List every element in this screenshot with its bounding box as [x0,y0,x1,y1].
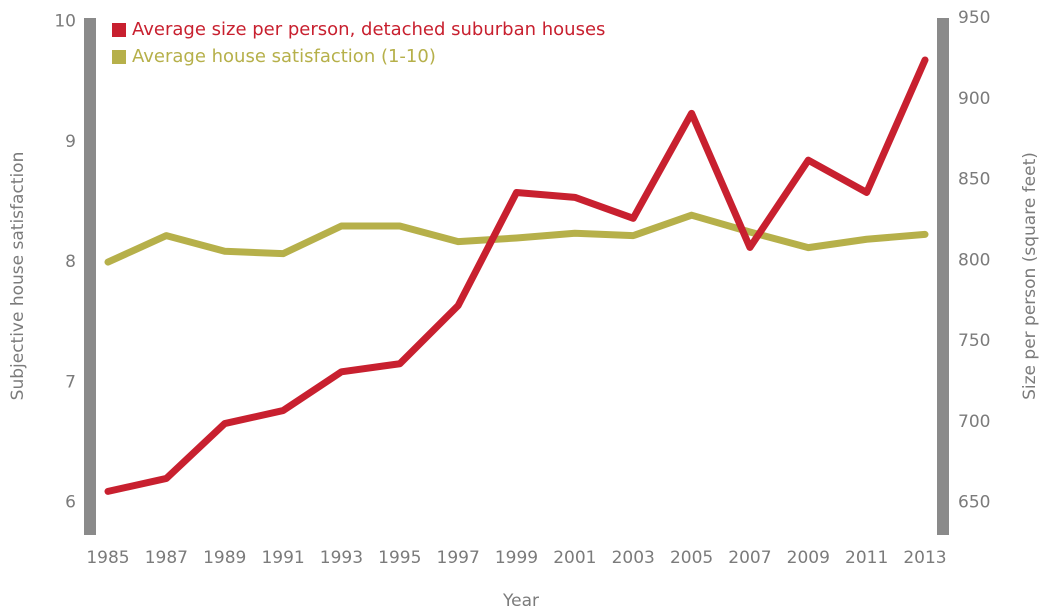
y-axis-title: Subjective house satisfaction [8,152,28,401]
data-line [104,211,929,266]
x-tick-label: 1991 [261,548,304,568]
y2-tick-label: 850 [958,170,990,190]
x-tick-label: 2009 [787,548,830,568]
x-tick-label: 1995 [378,548,421,568]
x-tick-label: 2001 [553,548,596,568]
x-tick-label: 1989 [203,548,246,568]
legend: Average size per person, detached suburb… [112,19,605,67]
y-tick-label: 10 [54,12,76,32]
x-tick-label: 1987 [145,548,188,568]
legend-swatch [112,23,126,37]
x-tick-label: 2003 [612,548,655,568]
legend-swatch [112,50,126,64]
y-tick-label: 6 [65,493,76,513]
x-tick-label: 1997 [437,548,480,568]
y-tick-label: 7 [65,372,76,392]
right-axis-bar [937,18,949,535]
y2-tick-label: 700 [958,412,990,432]
y2-tick-label: 750 [958,331,990,351]
legend-label: Average size per person, detached suburb… [132,19,605,40]
x-axis-title: Year [502,591,539,611]
x-tick-label: 1999 [495,548,538,568]
x-tick-label: 2011 [845,548,888,568]
x-tick-label: 2007 [728,548,771,568]
y2-axis-title: Size per person (square feet) [1020,152,1040,400]
y2-tick-label: 900 [958,89,990,109]
x-tick-label: 2005 [670,548,713,568]
x-tick-label: 1985 [86,548,129,568]
y-tick-label: 9 [65,132,76,152]
y2-tick-label: 800 [958,250,990,270]
y-tick-label: 8 [65,252,76,272]
y2-tick-label: 650 [958,493,990,513]
legend-label: Average house satisfaction (1-10) [132,46,436,67]
left-axis-bar [84,18,96,535]
x-tick-label: 1993 [320,548,363,568]
data-line [104,56,929,495]
y2-tick-label: 950 [958,8,990,28]
x-tick-label: 2013 [903,548,946,568]
